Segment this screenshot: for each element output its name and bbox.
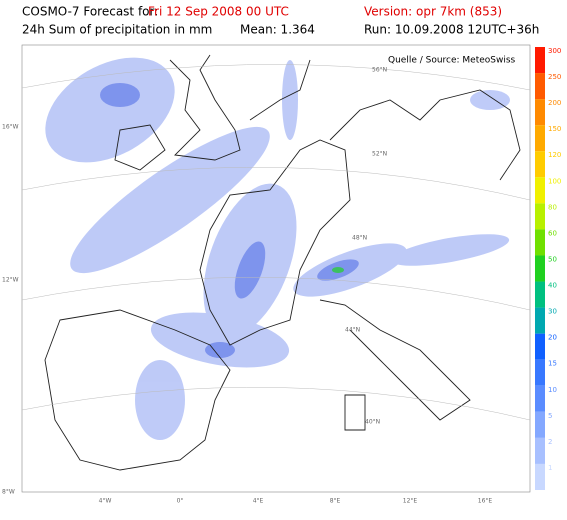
longitude-tick-label: 4°W — [99, 498, 112, 505]
axis-labels: 16°W 12°W 8°W 4°W 0° 4°E 8°E 12°E 16°E — [2, 124, 492, 505]
color-scale-label: 60 — [548, 229, 557, 237]
color-scale-label: 30 — [548, 308, 557, 316]
latitude-tick-label: 8°W — [2, 489, 15, 496]
longitude-tick-label: 4°E — [253, 498, 264, 505]
color-swatch — [535, 307, 545, 334]
color-swatch — [535, 463, 545, 490]
color-swatch — [535, 411, 545, 438]
color-scale: 300 250 200 150 120 100 80 60 50 40 30 20 15 10 5 2 1 — [535, 47, 561, 490]
heavy-precipitation — [100, 83, 359, 358]
color-scale-label: 15 — [548, 360, 557, 368]
color-scale-label: 80 — [548, 203, 557, 211]
subtitle: 24h Sum of precipitation in mm — [22, 23, 212, 37]
longitude-tick-label: 0° — [177, 498, 184, 505]
latitude-label: 56°N — [372, 67, 387, 74]
latitude-label: 40°N — [365, 419, 380, 426]
color-scale-label: 300 — [548, 47, 561, 55]
latitude-label: 48°N — [352, 235, 367, 242]
longitude-tick-label: 8°E — [330, 498, 341, 505]
color-scale-label: 2 — [548, 438, 552, 446]
color-scale-label: 40 — [548, 282, 557, 290]
color-swatch — [535, 359, 545, 386]
color-scale-label: 10 — [548, 386, 557, 394]
color-scale-label: 5 — [548, 412, 552, 420]
longitude-tick-label: 16°E — [478, 498, 493, 505]
color-swatch — [535, 151, 545, 178]
color-swatch — [535, 203, 545, 230]
source: Quelle / Source: MeteoSwiss — [388, 56, 516, 66]
color-swatch — [535, 437, 545, 464]
graticule — [21, 64, 531, 421]
latitude-label: 44°N — [345, 327, 360, 334]
color-scale-label: 250 — [548, 73, 561, 81]
color-swatch — [535, 229, 545, 256]
color-swatch — [535, 177, 545, 204]
color-scale-label: 100 — [548, 177, 561, 185]
run: Run: 10.09.2008 12UTC+36h — [364, 23, 539, 37]
color-scale-label: 50 — [548, 255, 557, 263]
latitude-tick-label: 12°W — [2, 277, 19, 284]
mean: Mean: 1.364 — [240, 23, 315, 37]
longitude-tick-label: 12°E — [403, 498, 418, 505]
color-swatch — [535, 281, 545, 308]
color-swatch — [535, 47, 545, 74]
color-swatch — [535, 333, 545, 360]
latitude-labels: 56°N 52°N 48°N 44°N 40°N — [345, 67, 387, 426]
map-area: Quelle / Source: MeteoSwiss — [21, 44, 531, 493]
color-swatch — [535, 99, 545, 126]
color-swatch — [535, 255, 545, 282]
color-scale-label: 20 — [548, 334, 557, 342]
version: Version: opr 7km (853) — [364, 5, 502, 19]
latitude-tick-label: 16°W — [2, 124, 19, 131]
peak-precipitation — [332, 267, 344, 273]
forecast-label: COSMO-7 Forecast for: — [22, 5, 158, 19]
color-scale-label: 150 — [548, 125, 561, 133]
latitude-label: 52°N — [372, 151, 387, 158]
color-scale-label: 120 — [548, 151, 561, 159]
color-scale-label: 200 — [548, 99, 561, 107]
color-swatch — [535, 385, 545, 412]
color-swatch — [535, 73, 545, 100]
color-swatch — [535, 125, 545, 152]
coastlines — [44, 54, 521, 471]
color-scale-label: 1 — [548, 464, 552, 472]
forecast-date: Fri 12 Sep 2008 00 UTC — [148, 5, 289, 19]
